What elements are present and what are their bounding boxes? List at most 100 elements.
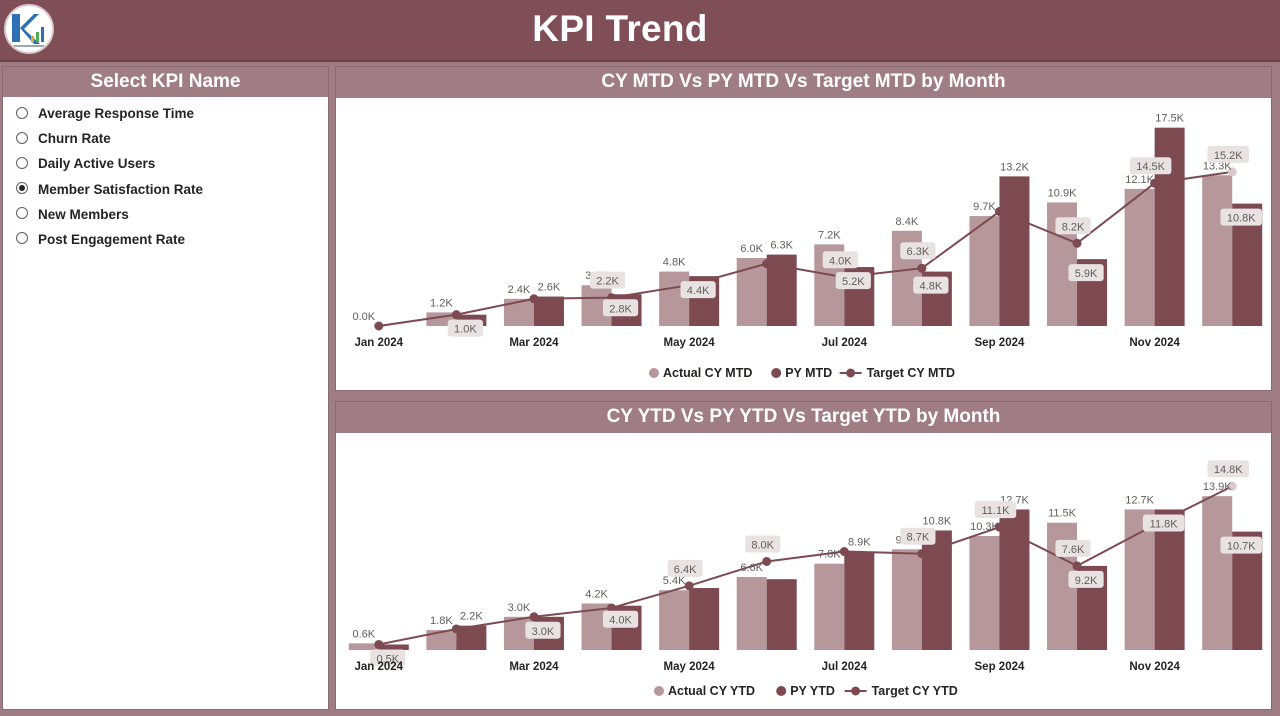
data-label-py-bg [1068,264,1104,282]
data-label-actual: 3.0K [508,602,531,614]
data-label-target-bg [900,527,936,545]
data-label-target: 14.5K [1136,161,1165,173]
data-label-actual: 12.1K [1125,174,1154,186]
target-point [451,310,461,320]
bar-py-mtd [533,296,564,326]
bar-py-ytd [456,625,487,650]
target-point [1227,167,1237,177]
radio-button-selected[interactable] [16,182,28,195]
data-label-target-bg [1207,460,1249,478]
bar-actual-cy-ytd [659,590,690,650]
data-label-actual: 1.8K [430,615,453,627]
data-label-target: 4.0K [829,255,852,267]
kpi-slicer: Select KPI Name Average Response Time Ch… [2,66,329,710]
data-label-actual: 10.3K [970,521,999,533]
radio-button[interactable] [16,131,28,144]
logo-icon [4,4,54,54]
target-point [684,581,694,591]
data-label-actual: 2.4K [508,284,531,296]
ytd-chart: 0.6K 0.5K 1.8K 2.2K 3.0K3.0K 4.2K 4.0K 5.4K6.4K… [348,460,1263,698]
data-label-target: 8.0K [751,539,774,551]
target-point [762,259,772,269]
target-line [378,170,1233,327]
data-label-actual: 0.0K [352,311,375,323]
data-label-py-bg [370,649,406,667]
bar-actual-cy-mtd [736,258,767,326]
target-point [1227,481,1237,491]
data-label-target: 14.8K [1214,464,1243,476]
data-label-py: 4.8K [920,281,943,293]
target-point [917,549,927,559]
legend-label: Actual CY YTD [668,684,755,698]
radio-button[interactable] [16,106,28,119]
data-label-target-bg [667,559,703,577]
bar-actual-cy-ytd [1202,496,1233,650]
data-label-target: 11.1K [981,505,1010,517]
bar-py-ytd [1154,509,1185,650]
radio-button[interactable] [16,156,28,169]
data-label-py-bg [1068,570,1104,588]
bar-actual-cy-ytd [969,536,1000,650]
data-label-actual: 6.0K [740,243,763,255]
data-label-target-bg [1055,539,1091,557]
data-label-py: 10.7K [1227,541,1256,553]
target-point [1072,561,1082,571]
kpi-option-label: Average Response Time [38,106,195,121]
kpi-option-label: Churn Rate [38,131,111,147]
data-label-actual: 12.7K [1125,494,1154,506]
data-label-actual: 7.8K [818,549,841,561]
bar-actual-cy-ytd [426,630,457,650]
data-label-py: 10.8K [923,515,952,527]
legend-label: Actual CY MTD [663,366,752,380]
data-label-target: 8.2K [1062,221,1085,233]
data-label-py-bg [602,299,639,317]
data-label-py-bg [835,272,871,290]
legend-label: PY YTD [790,684,835,698]
data-label-actual: 1.2K [430,297,453,309]
data-label-target: 8.7K [907,532,930,544]
target-point [994,207,1004,217]
kpi-option-label: Daily Active Users [38,156,156,172]
kpi-option-new-members[interactable]: New Members [3,202,328,227]
legend-marker [851,686,861,696]
data-label-py-bg [1220,208,1262,226]
radio-button[interactable] [16,207,28,220]
target-point [451,624,461,634]
legend-marker [654,686,664,696]
x-tick-label: May 2024 [664,337,716,349]
kpi-option-post-engagement-rate[interactable]: Post Engagement Rate [3,227,328,252]
kpi-options: Average Response Time Churn Rate Daily A… [3,97,328,252]
target-point [994,522,1004,532]
legend-label: Target CY YTD [872,684,958,698]
data-label-target: 15.2K [1214,150,1243,162]
bar-actual-cy-ytd [736,576,767,650]
data-label-target-bg [974,501,1017,519]
kpi-option-daily-active-users[interactable]: Daily Active Users [3,151,328,176]
target-line [378,485,1233,646]
kpi-option-label: Member Satisfaction Rate [38,181,204,197]
data-label-actual: 13.9K [1203,481,1232,493]
data-label-actual: 5.4K [663,575,686,587]
target-point [607,603,617,613]
x-tick-label: Mar 2024 [509,337,559,349]
data-label-actual: 13.3K [1203,160,1232,172]
slicer-title: Select KPI Name [3,67,328,97]
data-label-target: 6.3K [907,246,930,258]
bar-actual-cy-mtd [1202,175,1233,326]
bar-actual-cy-ytd [814,563,845,650]
radio-button[interactable] [16,232,28,245]
target-point [374,639,384,649]
kpi-option-average-response-time[interactable]: Average Response Time [3,101,328,126]
data-label-py: 0.5K [376,653,399,665]
data-label-py: 17.5K [1155,113,1184,125]
data-label-py: 13.2K [1000,161,1029,173]
kpi-option-churn-rate[interactable]: Churn Rate [3,126,328,151]
page-title: KPI Trend [532,8,708,49]
data-label-actual: 10.9K [1048,187,1077,199]
kpi-option-member-satisfaction-rate[interactable]: Member Satisfaction Rate [3,177,328,202]
data-label-py: 3.0K [532,626,555,638]
x-tick-label: Jan 2024 [354,661,403,673]
data-label-py: 2.8K [609,303,632,315]
data-label-actual: 4.2K [585,589,608,601]
data-label-py: 9.2K [1075,575,1098,587]
